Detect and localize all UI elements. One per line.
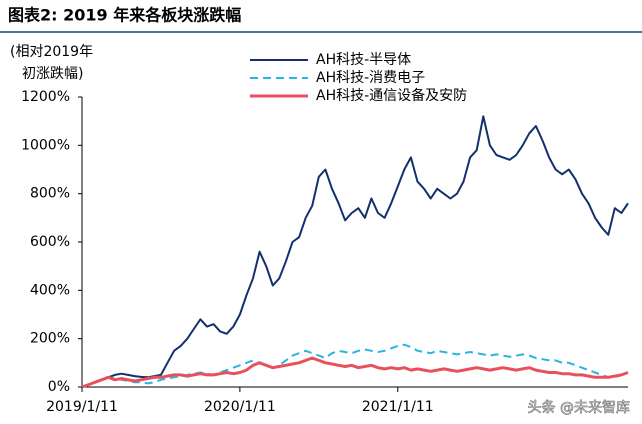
x-tick-label: 2021/1/11 xyxy=(362,399,434,415)
series-line xyxy=(81,343,629,388)
legend-label: AH科技-通信设备及安防 xyxy=(316,87,467,104)
legend-label: AH科技-半导体 xyxy=(316,52,411,68)
chart-title: 图表2: 2019 年来各板块涨跌幅 xyxy=(8,6,241,25)
x-tick-label: 2019/1/11 xyxy=(46,399,118,415)
y-axis-label: 初涨跌幅) xyxy=(22,65,83,82)
y-axis-label: (相对2019年 xyxy=(10,44,93,60)
watermark: 头条 @未来智库 xyxy=(528,399,630,416)
series-line xyxy=(81,115,629,388)
x-tick-label: 2020/1/11 xyxy=(204,399,276,415)
y-tick-label: 200% xyxy=(30,331,70,347)
series-line xyxy=(81,356,629,389)
y-tick-label: 1200% xyxy=(21,89,70,105)
y-tick-label: 400% xyxy=(30,282,70,298)
y-tick-label: 600% xyxy=(30,234,70,250)
legend-label: AH科技-消费电子 xyxy=(316,70,425,86)
y-tick-label: 800% xyxy=(30,186,70,202)
y-tick-label: 1000% xyxy=(21,137,70,153)
y-tick-label: 0% xyxy=(48,379,70,395)
